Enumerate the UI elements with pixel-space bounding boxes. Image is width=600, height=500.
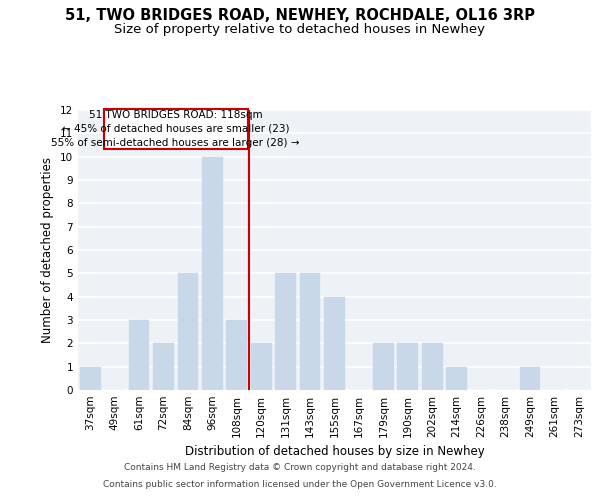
Text: 51, TWO BRIDGES ROAD, NEWHEY, ROCHDALE, OL16 3RP: 51, TWO BRIDGES ROAD, NEWHEY, ROCHDALE, … (65, 8, 535, 22)
Bar (251, 344, 272, 390)
Bar (226, 320, 247, 390)
X-axis label: Distribution of detached houses by size in Newhey: Distribution of detached houses by size … (185, 446, 484, 458)
Bar (128, 320, 149, 390)
Bar (80, 366, 101, 390)
Text: 51 TWO BRIDGES ROAD: 118sqm
← 45% of detached houses are smaller (23)
55% of sem: 51 TWO BRIDGES ROAD: 118sqm ← 45% of det… (52, 110, 300, 148)
Bar (324, 296, 345, 390)
Bar (202, 156, 223, 390)
Bar (520, 366, 541, 390)
Bar (178, 274, 199, 390)
Bar (397, 344, 418, 390)
FancyBboxPatch shape (104, 109, 248, 148)
Bar (373, 344, 394, 390)
Y-axis label: Number of detached properties: Number of detached properties (41, 157, 55, 343)
Bar (299, 274, 320, 390)
Text: Contains public sector information licensed under the Open Government Licence v3: Contains public sector information licen… (103, 480, 497, 489)
Text: Size of property relative to detached houses in Newhey: Size of property relative to detached ho… (115, 22, 485, 36)
Text: Contains HM Land Registry data © Crown copyright and database right 2024.: Contains HM Land Registry data © Crown c… (124, 464, 476, 472)
Bar (275, 274, 296, 390)
Bar (153, 344, 174, 390)
Bar (446, 366, 467, 390)
Bar (422, 344, 443, 390)
